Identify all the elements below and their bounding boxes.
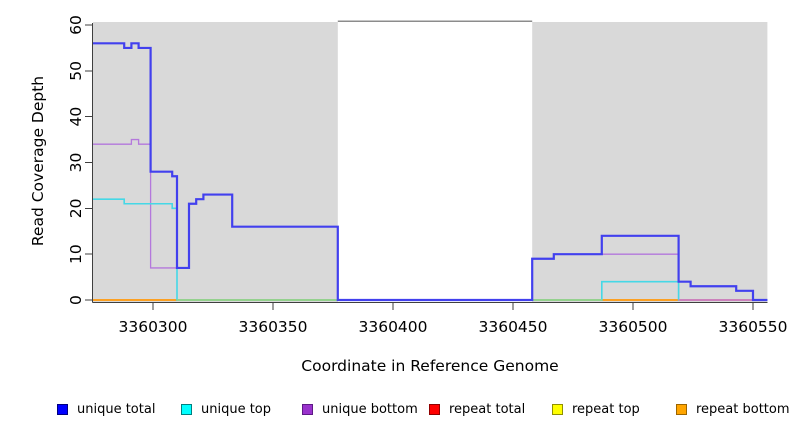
x-tick-label: 3360500 (598, 318, 667, 336)
y-tick-label: 40 (67, 107, 85, 127)
legend-label: unique total (77, 401, 156, 417)
y-tick-label: 0 (67, 295, 85, 305)
y-tick-label: 30 (67, 153, 85, 173)
legend-item-repeat-total: repeat total (429, 401, 525, 417)
y-tick-label: 20 (67, 198, 85, 218)
legend-item-repeat-bottom: repeat bottom (676, 401, 790, 417)
legend-item-unique-total: unique total (57, 401, 155, 417)
x-tick-label: 3360400 (358, 318, 427, 336)
shaded-region (93, 22, 338, 302)
legend-item-repeat-top: repeat top (552, 401, 640, 417)
x-axis-title: Coordinate in Reference Genome (301, 357, 559, 375)
x-tick-label: 3360300 (118, 318, 187, 336)
y-tick-label: 10 (67, 244, 85, 264)
shaded-region (532, 22, 768, 302)
legend-swatch-icon (181, 403, 192, 415)
x-tick-label: 3360350 (238, 318, 307, 336)
legend-item-unique-top: unique top (181, 401, 271, 417)
y-tick-label: 50 (67, 61, 85, 81)
legend-label: repeat top (572, 401, 640, 417)
legend: unique total unique top unique bottom repea… (0, 401, 792, 421)
y-tick-label: 60 (67, 15, 85, 35)
legend-swatch-icon (676, 403, 687, 415)
legend-swatch-icon (552, 403, 563, 415)
x-tick-label: 3360550 (718, 318, 787, 336)
x-tick-label: 3360450 (478, 318, 547, 336)
legend-label: unique bottom (322, 401, 418, 417)
legend-item-unique-bottom: unique bottom (302, 401, 418, 417)
legend-swatch-icon (429, 403, 440, 415)
legend-swatch-icon (57, 403, 68, 415)
y-axis-title: Read Coverage Depth (29, 75, 47, 247)
series-unique-total (93, 42, 768, 302)
legend-label: repeat bottom (696, 401, 790, 417)
legend-label: unique top (201, 401, 272, 417)
legend-swatch-icon (302, 403, 313, 415)
legend-label: repeat total (449, 401, 526, 417)
